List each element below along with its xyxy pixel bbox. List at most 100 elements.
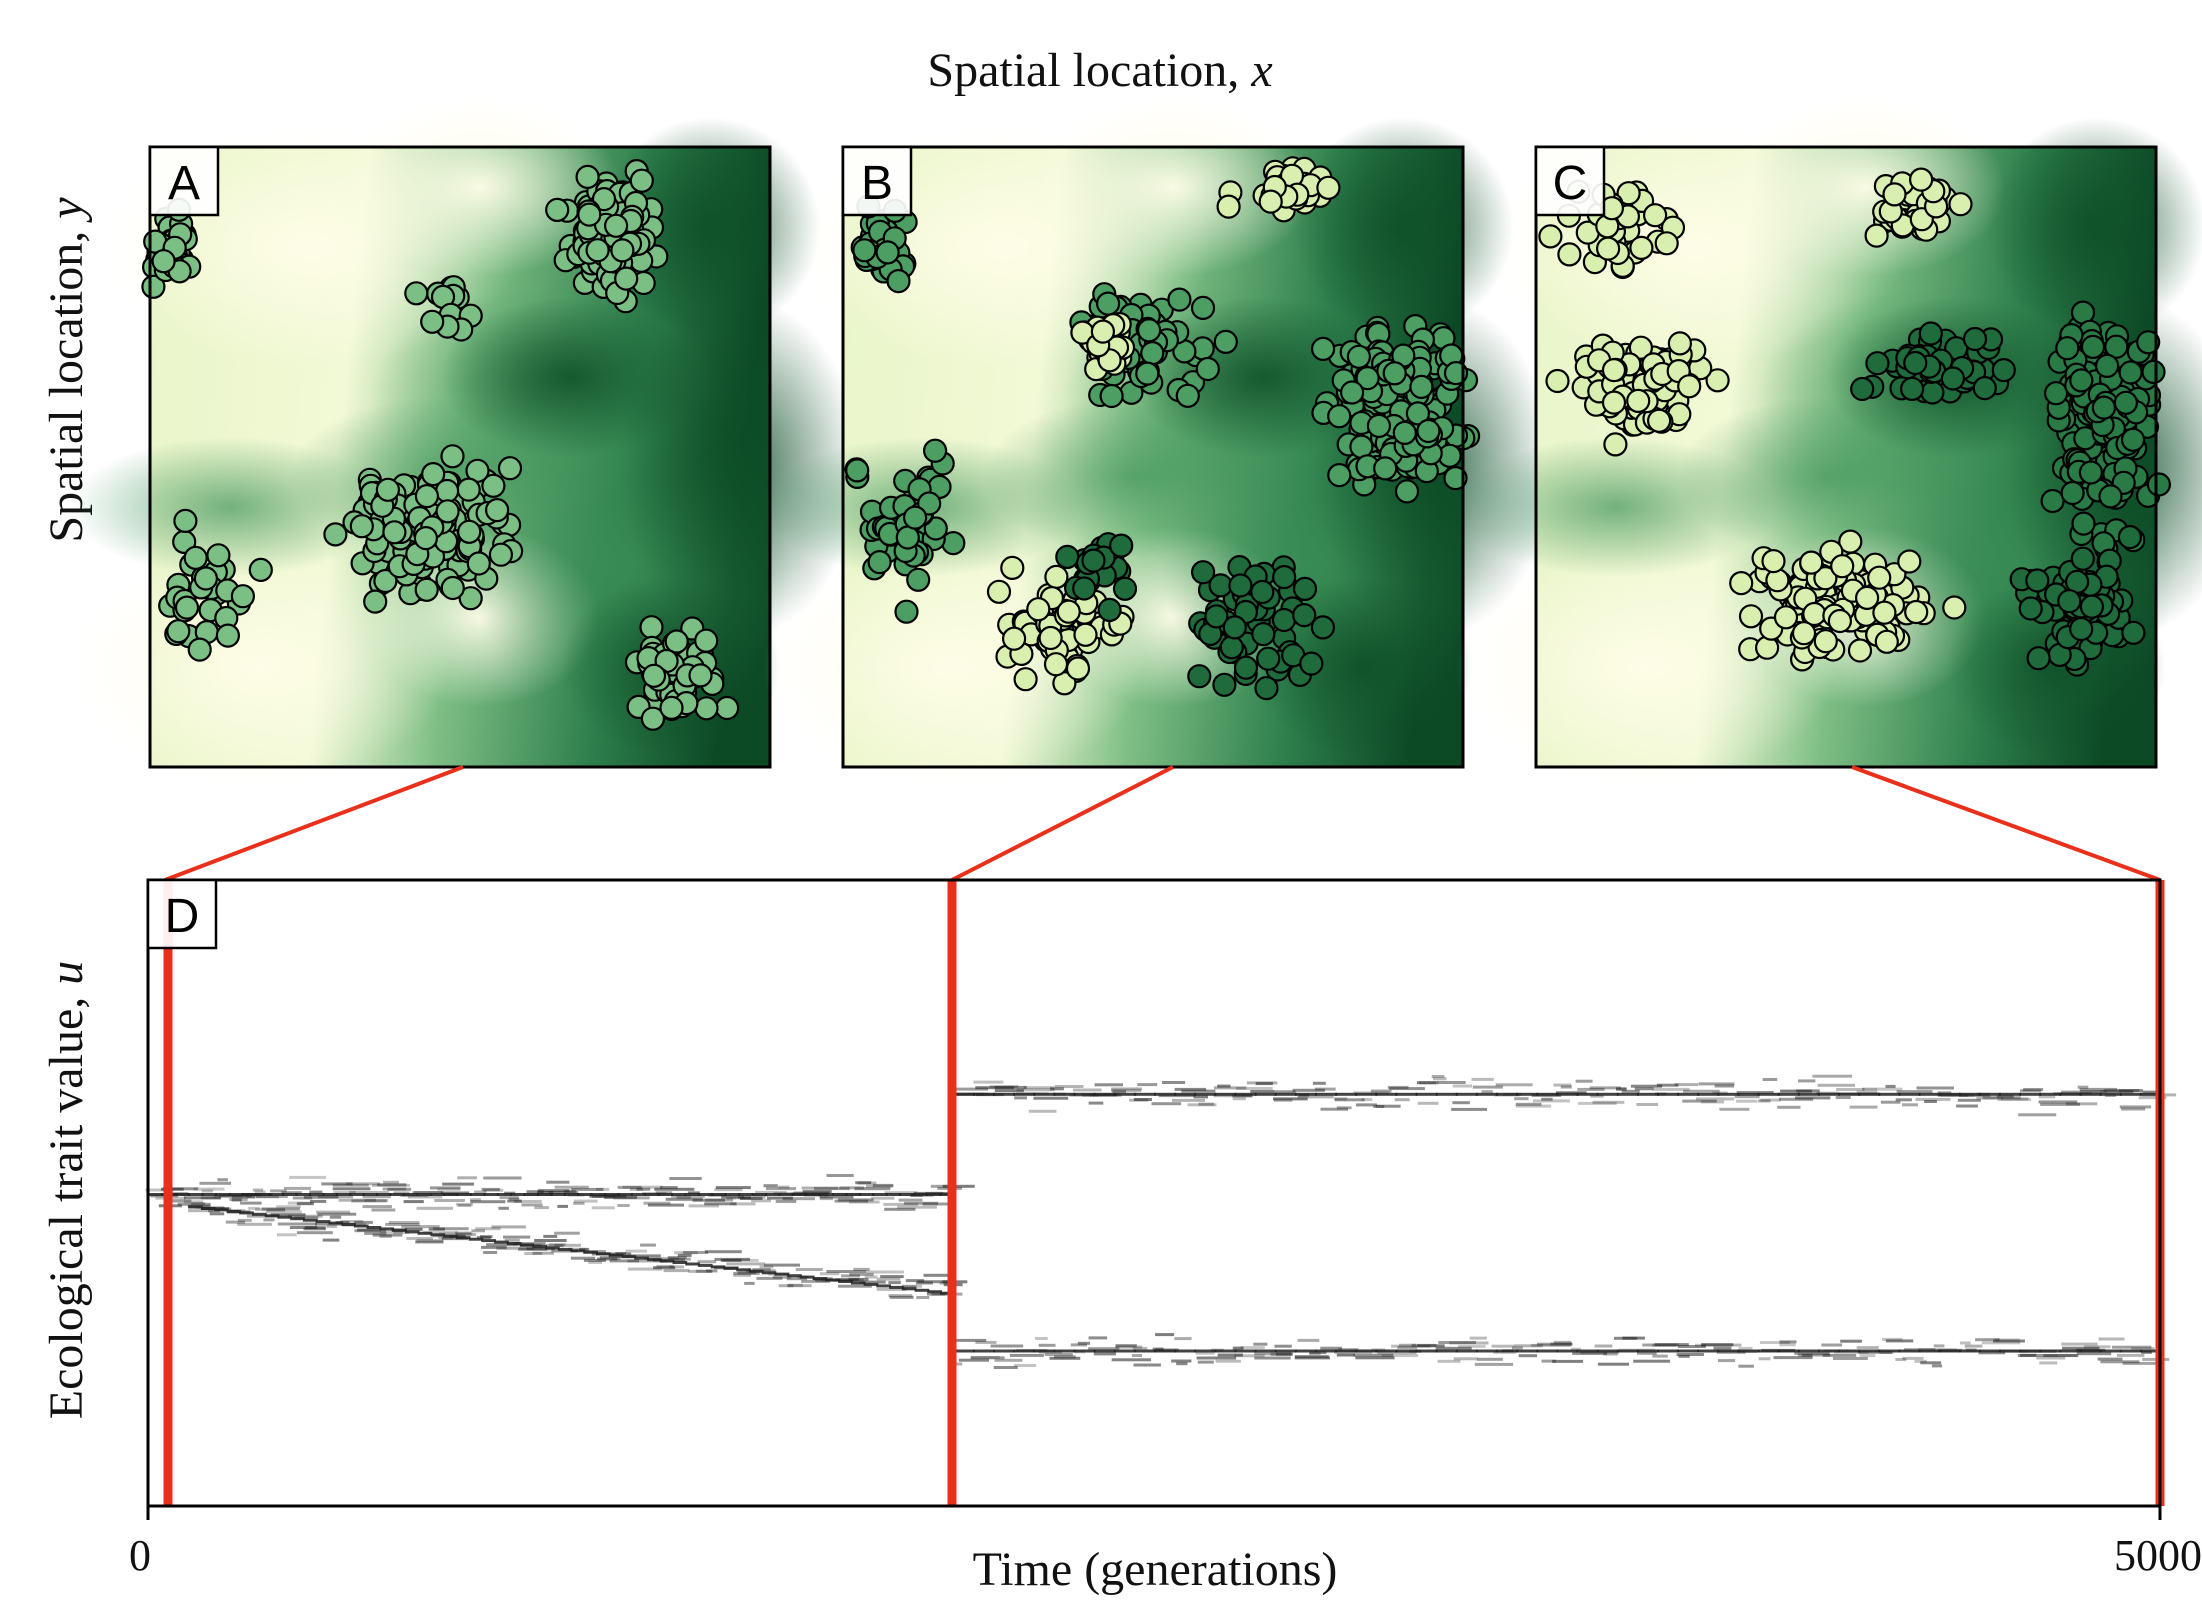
trait-mark bbox=[797, 1275, 809, 1279]
trait-mark bbox=[1491, 1344, 1515, 1348]
trait-mark bbox=[1014, 1096, 1027, 1100]
trait-mark bbox=[391, 1228, 407, 1232]
trait-mark bbox=[1779, 1343, 1796, 1347]
trait-mark bbox=[1516, 1349, 1539, 1353]
trait-mark bbox=[550, 1193, 566, 1196]
trait-mark bbox=[1232, 1094, 1252, 1098]
trait-mark bbox=[248, 1206, 260, 1210]
panel-b-label-box bbox=[841, 145, 913, 217]
trait-mark bbox=[551, 1249, 578, 1253]
individual-dot bbox=[485, 498, 510, 523]
trait-mark bbox=[1171, 1359, 1192, 1363]
trait-mark bbox=[554, 1185, 589, 1189]
trait-mark bbox=[801, 1279, 831, 1283]
trait-mark bbox=[263, 1218, 275, 1222]
trait-mark bbox=[1016, 1349, 1048, 1352]
trait-mark bbox=[2043, 1354, 2079, 1358]
trait-mark bbox=[866, 1184, 893, 1188]
trait-mark bbox=[1516, 1092, 1539, 1096]
trait-mark bbox=[953, 1087, 989, 1091]
trait-mark bbox=[1009, 1353, 1044, 1357]
panel-a-individuals bbox=[141, 159, 740, 731]
trait-mark bbox=[692, 1198, 725, 1202]
trait-mark bbox=[1514, 1344, 1543, 1348]
trait-mark bbox=[191, 1202, 206, 1206]
trait-mark bbox=[1976, 1096, 2003, 1100]
trait-mark bbox=[423, 1230, 458, 1234]
trait-mark bbox=[193, 1187, 225, 1191]
trait-mark bbox=[665, 1197, 703, 1201]
individual-dot bbox=[1416, 418, 1441, 444]
trait-mark bbox=[1590, 1094, 1604, 1098]
trait-mark bbox=[457, 1176, 477, 1180]
individual-dot bbox=[1909, 167, 1934, 192]
individual-dot bbox=[867, 550, 892, 575]
trait-mark bbox=[688, 1269, 712, 1273]
individual-dot bbox=[1920, 380, 1945, 405]
trait-mark bbox=[657, 1193, 674, 1196]
trait-mark bbox=[362, 1195, 391, 1199]
individual-dot bbox=[1813, 566, 1838, 591]
trait-mark bbox=[954, 1092, 985, 1096]
trait-mark bbox=[309, 1193, 325, 1196]
trait-mark bbox=[372, 1233, 403, 1237]
individual-dot bbox=[1595, 236, 1621, 261]
trait-mark bbox=[255, 1193, 271, 1196]
individual-dot bbox=[1738, 604, 1764, 629]
trait-mark bbox=[733, 1271, 760, 1275]
trait-mark bbox=[1155, 1333, 1175, 1337]
trait-mark bbox=[177, 1202, 211, 1206]
trait-mark bbox=[1236, 1087, 1273, 1090]
individual-dot bbox=[1258, 189, 1283, 214]
trait-mark bbox=[583, 1250, 606, 1254]
trait-mark bbox=[1777, 1349, 1800, 1353]
panel-d-label-box bbox=[146, 878, 218, 950]
trait-mark bbox=[902, 1285, 917, 1289]
trait-mark bbox=[613, 1196, 650, 1200]
trait-mark bbox=[2023, 1088, 2044, 1091]
trait-mark bbox=[1455, 1349, 1478, 1353]
trait-mark bbox=[1978, 1351, 2006, 1355]
trait-mark bbox=[952, 1092, 975, 1096]
trait-mark bbox=[1757, 1092, 1780, 1096]
trait-mark bbox=[188, 1193, 204, 1196]
individual-dot bbox=[2141, 359, 2166, 384]
trait-mark bbox=[415, 1240, 444, 1244]
individual-dot bbox=[151, 249, 176, 274]
individual-dot bbox=[1190, 295, 1216, 320]
trait-mark bbox=[1077, 1341, 1090, 1345]
individual-dot bbox=[457, 519, 482, 544]
individual-dot bbox=[1855, 585, 1880, 610]
bottom-xlabel: Time (generations) bbox=[973, 1543, 1338, 1596]
trait-mark bbox=[1240, 1346, 1265, 1350]
trait-mark bbox=[660, 1186, 678, 1189]
trait-mark bbox=[834, 1199, 869, 1203]
panel-a-label-box bbox=[148, 145, 220, 217]
trait-mark bbox=[615, 1252, 627, 1255]
trait-mark bbox=[683, 1251, 709, 1254]
individual-dot bbox=[1773, 605, 1799, 630]
panel-b-individuals bbox=[844, 156, 1481, 701]
trait-mark bbox=[705, 1198, 734, 1202]
trait-mark bbox=[429, 1193, 446, 1196]
individual-dot bbox=[1216, 194, 1241, 219]
trait-mark bbox=[1636, 1349, 1659, 1353]
trait-mark bbox=[872, 1193, 888, 1196]
trait-mark bbox=[546, 1180, 570, 1184]
individual-dot bbox=[1109, 533, 1134, 558]
trait-mark bbox=[237, 1222, 272, 1226]
individual-dot bbox=[413, 526, 438, 551]
trait-mark bbox=[1355, 1103, 1377, 1107]
trait-mark bbox=[303, 1227, 326, 1231]
individual-dot bbox=[575, 164, 600, 189]
trait-mark bbox=[474, 1190, 487, 1194]
trait-mark bbox=[503, 1235, 531, 1239]
trait-mark bbox=[1577, 1087, 1605, 1091]
trait-mark bbox=[270, 1189, 287, 1193]
individual-dot bbox=[1310, 615, 1335, 640]
individual-dot bbox=[1222, 615, 1247, 640]
individual-dot bbox=[640, 706, 665, 731]
trait-mark bbox=[377, 1183, 407, 1187]
trait-mark bbox=[659, 1259, 675, 1263]
individual-dot bbox=[1355, 366, 1380, 391]
